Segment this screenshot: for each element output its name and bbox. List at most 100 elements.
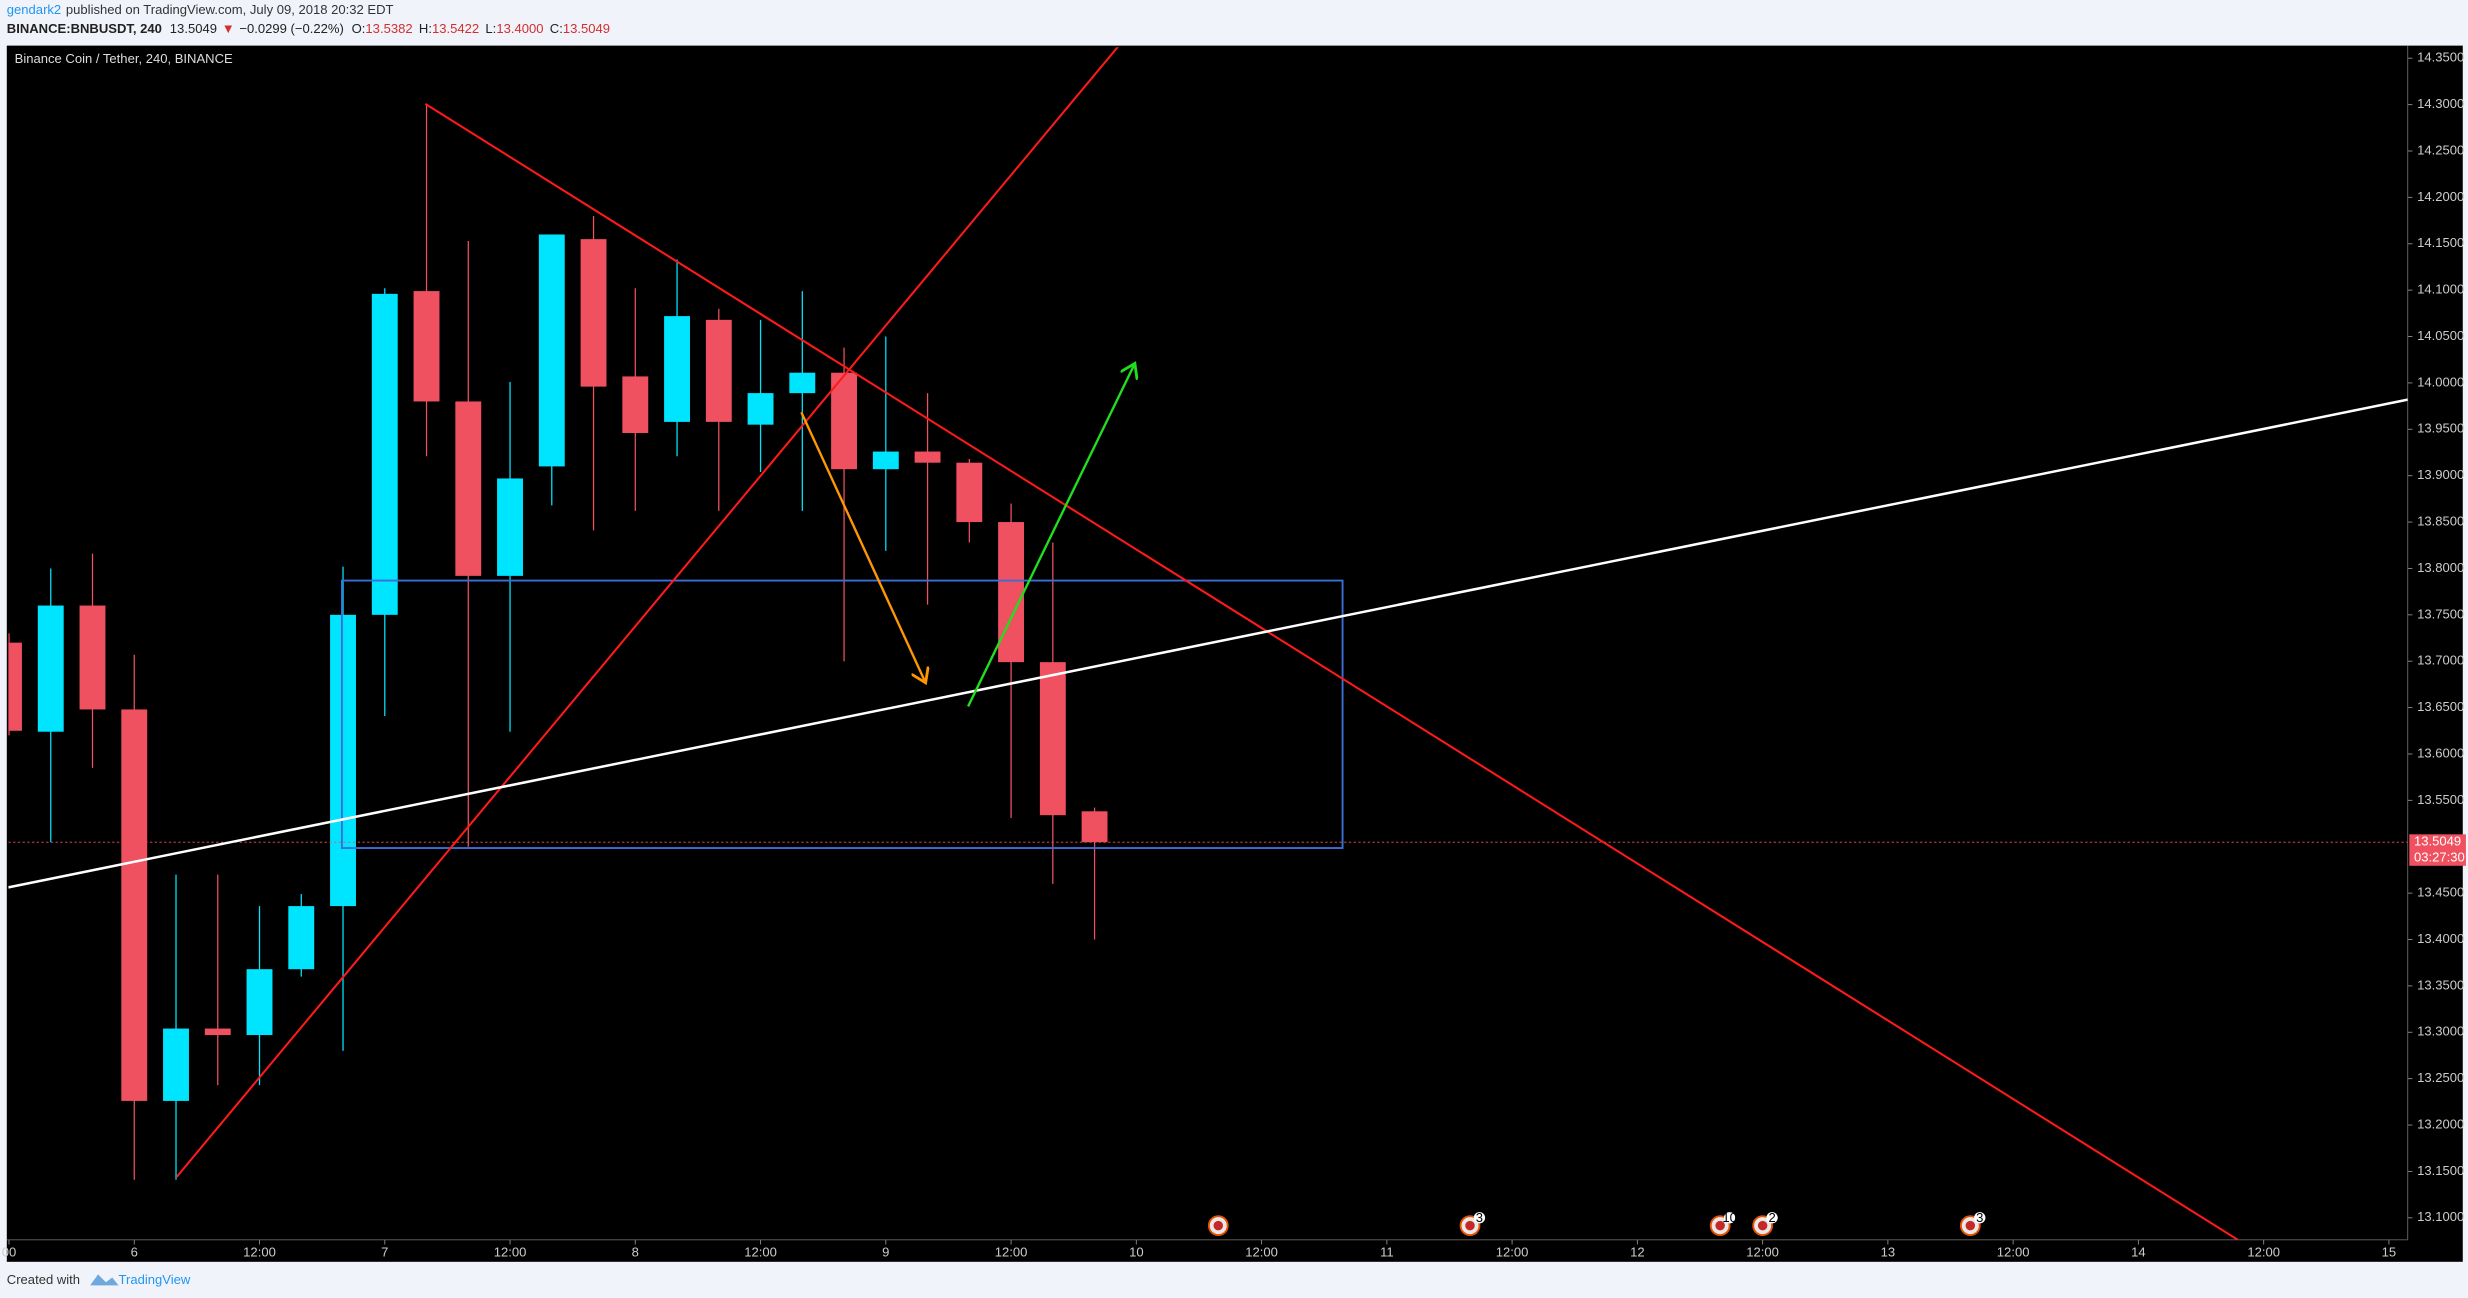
- x-tick-label: 12: [1630, 1245, 1645, 1260]
- x-tick-label: 7: [381, 1245, 388, 1260]
- event-flag: [1213, 1220, 1223, 1231]
- candle-body: [204, 1028, 231, 1036]
- ohlc-key: L:: [485, 21, 496, 36]
- event-badge: [1723, 1212, 1736, 1224]
- candle-body: [831, 372, 858, 470]
- candle-body: [1081, 811, 1108, 843]
- event-flag: [1757, 1220, 1768, 1231]
- y-tick-label: 13.3500: [2417, 977, 2464, 992]
- event-flag: [1965, 1220, 1976, 1231]
- candle-body: [580, 239, 607, 387]
- logo: [90, 1274, 119, 1286]
- trend-line: [8, 398, 2408, 889]
- x-tick-label: 8: [632, 1245, 639, 1260]
- x-tick-label: 10: [1129, 1245, 1144, 1260]
- y-tick-label: 13.9000: [2417, 467, 2464, 482]
- x-tick-label: 14: [2131, 1245, 2146, 1260]
- y-tick-label: 13.2000: [2417, 1116, 2464, 1131]
- y-tick-label: 13.9500: [2417, 421, 2464, 436]
- candle-body: [789, 372, 816, 394]
- x-tick-label: 12:00: [243, 1245, 276, 1260]
- event-badge: [1473, 1212, 1486, 1224]
- candle-body: [998, 522, 1025, 663]
- candle-body: [956, 462, 983, 523]
- candle-body: [121, 709, 148, 1101]
- x-tick-label: 13: [1881, 1245, 1896, 1260]
- y-tick-label: 13.2500: [2417, 1070, 2464, 1085]
- header-line-2: BINANCE:BNBUSDT, 240 13.5049 ▼ −0.0299 (−0.…: [7, 21, 610, 36]
- event-badge-label: 2: [1768, 1210, 1775, 1225]
- y-tick-label: 13.6500: [2417, 699, 2464, 714]
- candle-body: [538, 234, 565, 467]
- arrow-down: [800, 411, 925, 683]
- candle-body: [330, 614, 356, 907]
- candle-body: [246, 969, 273, 1036]
- x-tick-label: 6: [131, 1245, 138, 1260]
- price-tag: [2409, 834, 2466, 866]
- ohlc-key: C:: [550, 21, 563, 36]
- y-tick-label: 13.5500: [2417, 792, 2464, 807]
- y-tick-label: 13.7000: [2417, 653, 2464, 668]
- price-tag-label: 13.5049: [2414, 834, 2461, 849]
- y-tick-label: 13.4500: [2417, 885, 2464, 900]
- events: 3 10 2 3: [1207, 1210, 1986, 1237]
- event-badge-label: 10: [1722, 1210, 1737, 1225]
- chart-bg: [6, 45, 2463, 1262]
- y-tick-label: 13.8500: [2417, 514, 2464, 529]
- y-tick-label: 14.3000: [2417, 96, 2464, 111]
- zone-box: [340, 579, 1344, 849]
- countdown: 03:27:30: [2414, 849, 2465, 864]
- candle-body: [705, 319, 732, 422]
- ohlc-value: 13.5049: [563, 21, 610, 36]
- x-tick-label: 12:00: [1245, 1245, 1278, 1260]
- drawings: [8, 47, 2408, 1240]
- candle-body: [1039, 662, 1066, 816]
- event-badge: [1766, 1212, 1778, 1224]
- event-badge-label: 3: [1976, 1210, 1983, 1225]
- x-tick-label: 12:00: [1997, 1245, 2030, 1260]
- y-tick-label: 14.3500: [2417, 50, 2464, 65]
- event-badge-label: 3: [1476, 1210, 1483, 1225]
- y-tick-label: 14.2000: [2417, 189, 2464, 204]
- y-tick-label: 13.7500: [2417, 606, 2464, 621]
- candle-body: [288, 906, 315, 970]
- ohlc-key: H:: [419, 21, 432, 36]
- ohlc-value: 13.4000: [496, 21, 543, 36]
- change: −0.0299 (−0.22%): [239, 21, 343, 36]
- candle-body: [8, 642, 22, 731]
- arrow-up: [967, 363, 1135, 707]
- event-badge: [1974, 1212, 1986, 1224]
- footer-brand[interactable]: TradingView: [119, 1272, 191, 1287]
- x-tick-label: 12:00: [2247, 1245, 2280, 1260]
- candle-body: [79, 605, 106, 710]
- x-tick-label: 12:00: [1496, 1245, 1529, 1260]
- event-flag: [1715, 1220, 1725, 1231]
- candle-body: [747, 393, 774, 425]
- candle-body: [371, 293, 398, 615]
- y-tick-label: 13.6000: [2417, 745, 2464, 760]
- x-tick-label: 11: [1380, 1245, 1394, 1260]
- x-tick-label: 12:00: [1746, 1245, 1779, 1260]
- author[interactable]: gendark2: [7, 2, 61, 17]
- y-tick-label: 13.8000: [2417, 560, 2464, 575]
- candle-body: [413, 291, 440, 402]
- y-tick-label: 13.4000: [2417, 931, 2464, 946]
- y-tick-label: 14.1000: [2417, 282, 2464, 297]
- published: published on TradingView.com, July 09, 2…: [66, 2, 394, 17]
- trend-line: [424, 102, 2239, 1240]
- ohlc-value: 13.5422: [432, 21, 479, 36]
- y-tick-label: 14.0500: [2417, 328, 2464, 343]
- y-tick-label: 13.3000: [2417, 1024, 2464, 1039]
- candle-body: [37, 605, 64, 732]
- event-flag: [1465, 1220, 1475, 1231]
- x-tick-label: 12:00: [744, 1245, 777, 1260]
- x-tick-label: 15: [2382, 1245, 2397, 1260]
- x-tick-label: 12:00: [494, 1245, 527, 1260]
- candle-body: [872, 451, 899, 470]
- candle-body: [622, 376, 649, 434]
- arrow: ▼: [222, 21, 235, 36]
- trend-line: [175, 47, 1119, 1178]
- x-tick-label: 12:00: [995, 1245, 1028, 1260]
- y-tick-label: 14.1500: [2417, 235, 2464, 250]
